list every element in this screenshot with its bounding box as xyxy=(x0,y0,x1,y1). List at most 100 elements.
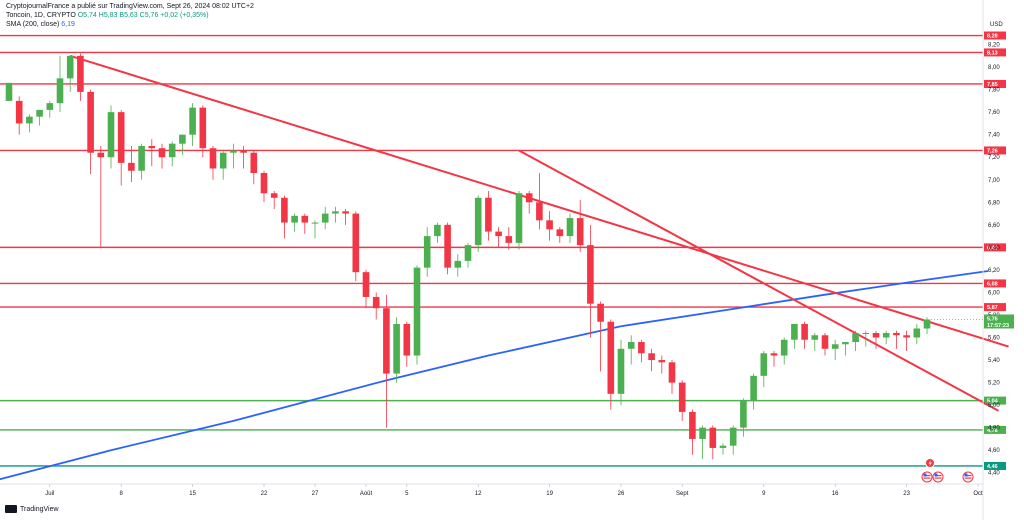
candle xyxy=(780,337,788,365)
event-markers xyxy=(921,458,974,483)
candle xyxy=(270,191,278,210)
candle-body xyxy=(423,236,431,268)
candle xyxy=(36,109,43,126)
x-tick-label: 12 xyxy=(475,491,482,497)
x-tick-label: Sept xyxy=(676,491,689,497)
y-tick-label: 7,80 xyxy=(988,88,1000,94)
last-price-box xyxy=(984,314,1014,329)
candle-body xyxy=(546,220,553,230)
candle xyxy=(128,145,135,183)
candle-body xyxy=(332,211,339,214)
candle-body xyxy=(750,375,757,401)
candle xyxy=(219,150,227,180)
x-tick-label: Août xyxy=(360,491,373,497)
level-label: 6,40 xyxy=(987,245,998,251)
candle-body xyxy=(240,150,247,153)
level-label-box xyxy=(984,79,1006,88)
level-label: 6,08 xyxy=(987,281,998,287)
candle-body xyxy=(138,145,145,171)
candle xyxy=(168,141,176,167)
candle xyxy=(454,254,462,277)
candle xyxy=(515,191,523,250)
tradingview-footer[interactable]: TradingView xyxy=(5,505,59,513)
candle-body xyxy=(862,333,870,335)
candle xyxy=(556,227,564,243)
candle xyxy=(729,425,737,455)
candle-body xyxy=(291,215,298,223)
candle xyxy=(821,333,829,356)
candle xyxy=(627,335,635,365)
candle-body xyxy=(689,411,696,439)
candle-body xyxy=(128,162,135,171)
candle xyxy=(362,269,370,309)
candle xyxy=(760,351,768,388)
candle-body xyxy=(342,211,349,214)
candle xyxy=(525,191,533,214)
y-tick-label: 4,80 xyxy=(988,426,1000,432)
ohlc-change: +0,02 (+0,35%) xyxy=(160,12,209,19)
y-tick-label: 7,60 xyxy=(988,110,1000,116)
sma-value: 6,19 xyxy=(61,21,75,28)
candle-body xyxy=(454,260,462,268)
candle-body xyxy=(26,116,33,124)
candle xyxy=(5,82,13,101)
candle xyxy=(434,222,441,243)
x-tick-label: 8 xyxy=(120,491,124,497)
ohlc-low: B5,63 xyxy=(119,12,138,19)
candle xyxy=(607,319,615,410)
candle xyxy=(862,330,870,347)
candle-body xyxy=(536,202,543,221)
level-label: 7,85 xyxy=(987,82,998,88)
sma-legend[interactable]: SMA (200, close) 6,19 xyxy=(6,20,254,29)
horizontal-levels: 8,28 8,13 7,85 7,26 6,40 6,08 5,87 5,04 4,78 4,46 xyxy=(0,31,1006,470)
candle-body xyxy=(780,339,788,356)
level-label: 4,78 xyxy=(987,428,998,434)
candle-body xyxy=(770,353,778,356)
candle-body xyxy=(587,245,594,304)
candle xyxy=(291,213,298,232)
candle xyxy=(648,348,655,372)
candle xyxy=(26,114,33,133)
candle xyxy=(678,380,686,421)
level-label-box xyxy=(984,31,1006,40)
candle-body xyxy=(791,323,798,340)
level-label-box xyxy=(984,243,1006,252)
candle-body xyxy=(393,323,400,374)
flag-stripe xyxy=(964,475,972,477)
y-tick-label: 7,20 xyxy=(988,155,1000,161)
candle xyxy=(658,355,666,374)
candle xyxy=(179,134,186,155)
candle xyxy=(383,294,390,428)
candle-body xyxy=(260,172,268,194)
candle-body xyxy=(5,82,13,101)
candle xyxy=(250,150,258,185)
tradingview-logo-icon xyxy=(5,505,17,513)
candle xyxy=(240,145,247,169)
candle xyxy=(485,191,492,241)
candle-body xyxy=(556,229,564,237)
candle xyxy=(740,398,747,437)
candle xyxy=(230,143,237,169)
candle-body xyxy=(97,152,105,158)
candle xyxy=(97,145,105,248)
candle-body xyxy=(311,222,319,224)
candle-body xyxy=(77,55,84,92)
candle xyxy=(505,227,513,250)
y-tick-label: 6,40 xyxy=(988,245,1000,251)
candle-body xyxy=(638,342,645,354)
candle xyxy=(882,330,890,345)
candle xyxy=(301,213,309,234)
candle xyxy=(281,195,288,239)
candle-body xyxy=(597,303,604,322)
symbol-line[interactable]: Toncoin, 1D, CRYPTO O5,74 H5,83 B5,63 C5… xyxy=(6,11,254,20)
candle-body xyxy=(893,333,900,336)
candle-body xyxy=(179,134,186,144)
sma-label: SMA (200, close) xyxy=(6,21,60,28)
chart-header: CryptojournalFrance a publié sur Trading… xyxy=(6,2,254,29)
y-tick-label: 4,60 xyxy=(988,448,1000,454)
candle xyxy=(566,213,574,243)
brand-name: TradingView xyxy=(20,505,59,513)
candle-body xyxy=(648,353,655,361)
